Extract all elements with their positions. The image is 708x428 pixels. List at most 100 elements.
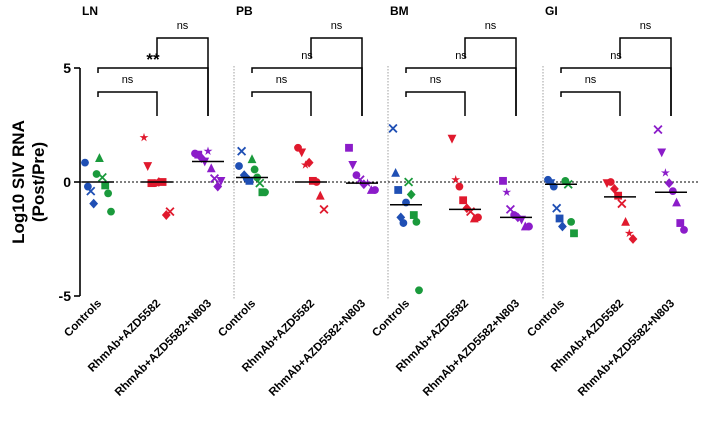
data-point bbox=[388, 123, 398, 133]
x-tick-label: Controls bbox=[370, 298, 412, 340]
data-point bbox=[237, 146, 247, 156]
data-point bbox=[394, 186, 403, 194]
data-point bbox=[657, 148, 667, 158]
data-point bbox=[348, 161, 358, 170]
panel-title: BM bbox=[390, 4, 409, 18]
y-tick-label: -5 bbox=[59, 288, 72, 304]
data-point bbox=[206, 163, 216, 173]
significance-bracket bbox=[405, 91, 466, 116]
data-point bbox=[660, 168, 670, 177]
y-axis-label-line1: Log10 SIV RNA bbox=[9, 120, 28, 244]
panel-ln: LNns**nsControlsRhmAb+AZD5582RhmAb+AZD55… bbox=[62, 4, 226, 399]
data-point bbox=[570, 229, 578, 238]
y-tick-label: 5 bbox=[63, 60, 71, 76]
x-tick-label: RhmAb+AZD5582+N803 bbox=[421, 298, 522, 399]
data-point bbox=[404, 177, 414, 187]
data-point bbox=[415, 286, 423, 295]
significance-bracket bbox=[560, 91, 621, 116]
data-point bbox=[558, 221, 567, 232]
panel-title: GI bbox=[545, 4, 558, 18]
x-tick-label: Controls bbox=[525, 298, 567, 340]
data-point bbox=[143, 162, 153, 171]
data-point bbox=[447, 134, 457, 144]
data-point bbox=[653, 125, 663, 135]
y-tick-label: 0 bbox=[63, 174, 71, 190]
data-point bbox=[83, 182, 92, 191]
x-tick-label: Controls bbox=[216, 298, 258, 340]
data-point bbox=[247, 154, 257, 164]
data-point bbox=[97, 172, 107, 182]
data-point bbox=[628, 234, 638, 244]
data-point bbox=[245, 176, 254, 185]
data-point bbox=[81, 158, 89, 167]
data-point bbox=[194, 150, 203, 159]
data-point bbox=[261, 188, 269, 197]
significance-bracket bbox=[251, 91, 312, 116]
data-point bbox=[610, 183, 619, 194]
data-point bbox=[451, 175, 461, 184]
data-point bbox=[474, 213, 482, 222]
significance-label: ns bbox=[640, 20, 652, 32]
x-tick-label: RhmAb+AZD5582+N803 bbox=[113, 298, 214, 399]
data-point bbox=[297, 148, 307, 158]
significance-bracket bbox=[464, 37, 517, 116]
data-point bbox=[101, 181, 110, 190]
data-point bbox=[107, 207, 115, 216]
data-point bbox=[668, 187, 677, 196]
data-point bbox=[300, 160, 310, 169]
data-point bbox=[606, 178, 615, 186]
data-point bbox=[213, 181, 223, 192]
data-point bbox=[371, 186, 379, 194]
data-point bbox=[315, 190, 325, 200]
panel-pb: PBnsnsnsControlsRhmAb+AZD5582RhmAb+AZD55… bbox=[216, 4, 379, 399]
data-point bbox=[399, 219, 408, 227]
x-tick-label: RhmAb+AZD5582+N803 bbox=[576, 298, 677, 399]
significance-label: ns bbox=[177, 20, 189, 32]
data-point bbox=[95, 153, 104, 162]
data-point bbox=[209, 174, 220, 184]
data-point bbox=[617, 199, 627, 209]
significance-label: ns bbox=[122, 74, 134, 86]
data-point bbox=[391, 167, 400, 177]
data-point bbox=[396, 212, 406, 223]
data-point bbox=[624, 228, 634, 238]
data-point bbox=[672, 197, 681, 207]
panel-title: PB bbox=[236, 4, 253, 18]
data-point bbox=[92, 170, 101, 178]
data-point bbox=[499, 176, 507, 185]
data-point bbox=[552, 203, 562, 213]
data-point bbox=[406, 189, 416, 200]
panel-title: LN bbox=[82, 4, 98, 18]
data-point bbox=[525, 222, 533, 231]
data-point bbox=[319, 204, 329, 214]
panel-gi: GInsnsnsControlsRhmAb+AZD5582RhmAb+AZD55… bbox=[525, 4, 688, 399]
significance-bracket bbox=[97, 91, 158, 116]
data-point bbox=[555, 214, 564, 223]
data-point bbox=[165, 207, 175, 217]
data-point bbox=[614, 191, 623, 200]
significance-label: ns bbox=[430, 74, 442, 86]
data-point bbox=[345, 143, 353, 152]
significance-label: ns bbox=[585, 74, 597, 86]
y-axis-label-line2: (Post/Pre) bbox=[29, 142, 48, 222]
data-point bbox=[459, 196, 468, 205]
significance-label: ns bbox=[485, 20, 497, 32]
x-tick-label: RhmAb+AZD5582+N803 bbox=[267, 298, 368, 399]
significance-bracket bbox=[310, 37, 363, 116]
panel-bm: BMnsnsnsControlsRhmAb+AZD5582RhmAb+AZD55… bbox=[370, 4, 533, 399]
data-point bbox=[104, 189, 113, 198]
data-point bbox=[680, 225, 688, 234]
data-point bbox=[409, 211, 418, 219]
data-point bbox=[502, 187, 512, 197]
data-point bbox=[250, 165, 259, 174]
significance-label: ** bbox=[146, 50, 160, 69]
data-point bbox=[139, 132, 149, 142]
data-point bbox=[203, 146, 213, 156]
data-point bbox=[255, 178, 265, 188]
data-point bbox=[89, 198, 99, 209]
data-point bbox=[235, 162, 243, 170]
significance-bracket bbox=[156, 37, 209, 116]
data-point bbox=[455, 182, 464, 191]
significance-label: ns bbox=[331, 20, 343, 32]
